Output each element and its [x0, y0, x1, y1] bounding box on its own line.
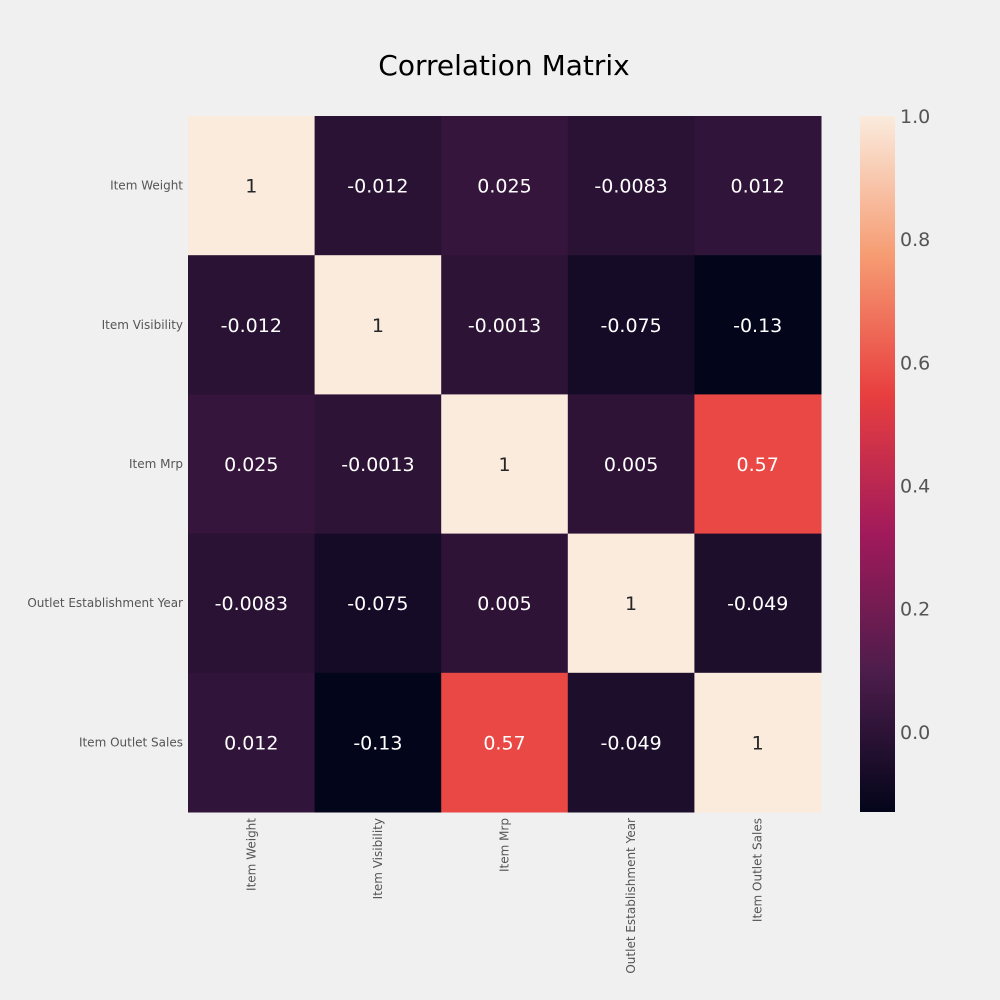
cell-value-label: 0.57	[737, 454, 779, 476]
cell-value-label: 0.012	[224, 732, 278, 754]
heatmap-cell	[188, 533, 316, 674]
cell-value-label: -0.075	[347, 593, 408, 615]
row-label: Item Visibility	[102, 318, 183, 332]
heatmap-cell	[314, 394, 442, 535]
cell-value-label: -0.012	[221, 315, 282, 337]
heatmap-cell	[441, 394, 569, 535]
heatmap-cell	[567, 533, 695, 674]
cell-value-label: 1	[498, 454, 510, 476]
column-label: Item Weight	[244, 818, 258, 891]
heatmap-cell	[567, 255, 695, 395]
heatmap-cell	[567, 394, 695, 535]
colorbar-tick-label: 0.0	[900, 722, 930, 744]
cell-value-label: -0.0083	[215, 593, 288, 615]
heatmap-cell	[314, 255, 442, 395]
heatmap-cell	[314, 672, 442, 813]
cell-value-label: -0.0083	[594, 176, 667, 198]
cell-value-label: 1	[245, 176, 257, 198]
cell-value-label: 1	[625, 593, 637, 615]
row-label: Outlet Establishment Year	[27, 596, 183, 610]
colorbar-tick-label: 0.8	[900, 229, 930, 251]
column-label: Item Outlet Sales	[751, 818, 765, 922]
colorbar-tick-label: 0.6	[900, 352, 930, 374]
cell-value-label: 0.005	[477, 593, 531, 615]
heatmap-cell	[188, 672, 316, 813]
cell-value-label: 0.57	[483, 732, 525, 754]
heatmap-cell	[314, 533, 442, 674]
heatmap-cell	[694, 255, 822, 395]
column-labels: Item Weight Item Visibility Item Mrp Outlet…	[244, 818, 764, 974]
cell-value-label: -0.13	[353, 732, 402, 754]
heatmap-cell	[694, 394, 822, 535]
heatmap-cell	[441, 116, 569, 256]
heatmap-cell	[694, 672, 822, 813]
heatmap-cell	[694, 533, 822, 674]
heatmap-cell	[314, 116, 442, 256]
row-labels: Item Weight Item Visibility Item Mrp Outlet…	[27, 179, 183, 750]
chart-title: Correlation Matrix	[378, 49, 629, 82]
heatmap-cells	[188, 116, 822, 813]
colorbar	[860, 116, 895, 812]
column-label: Item Visibility	[371, 818, 385, 899]
heatmap-cell	[188, 116, 316, 256]
cell-value-label: -0.012	[347, 176, 408, 198]
cell-value-label: 0.005	[604, 454, 658, 476]
row-label: Item Mrp	[129, 457, 183, 471]
heatmap-cell	[441, 672, 569, 813]
heatmap-cell	[567, 116, 695, 256]
cell-value-label: -0.13	[733, 315, 782, 337]
cell-value-label: -0.075	[600, 315, 661, 337]
cell-value-label: 1	[752, 732, 764, 754]
cell-value-label: -0.049	[727, 593, 788, 615]
heatmap-cell	[441, 533, 569, 674]
heatmap-cell	[188, 394, 316, 535]
cell-value-label: 0.012	[730, 176, 784, 198]
colorbar-tick-label: 0.2	[900, 599, 930, 621]
heatmap-cell	[441, 255, 569, 395]
colorbar-ticks: 0.0 0.2 0.4 0.6 0.8 1.0	[900, 106, 930, 744]
heatmap-cell	[188, 255, 316, 395]
cell-value-label: -0.0013	[341, 454, 414, 476]
column-label: Outlet Establishment Year	[624, 818, 638, 974]
cell-value-label: 0.025	[477, 176, 531, 198]
row-label: Item Outlet Sales	[79, 735, 183, 749]
cell-value-label: 1	[372, 315, 384, 337]
column-label: Item Mrp	[498, 818, 512, 872]
cell-value-label: 0.025	[224, 454, 278, 476]
colorbar-tick-label: 0.4	[900, 476, 930, 498]
row-label: Item Weight	[110, 179, 183, 193]
cell-value-label: -0.049	[600, 732, 661, 754]
cell-value-label: -0.0013	[468, 315, 541, 337]
colorbar-tick-label: 1.0	[900, 106, 930, 128]
heatmap-cell	[567, 672, 695, 813]
heatmap-cell-labels: 1 -0.012 0.025 -0.0083 0.012 -0.012 1 -0.0013 -0…	[215, 176, 789, 755]
heatmap-cell	[694, 116, 822, 256]
